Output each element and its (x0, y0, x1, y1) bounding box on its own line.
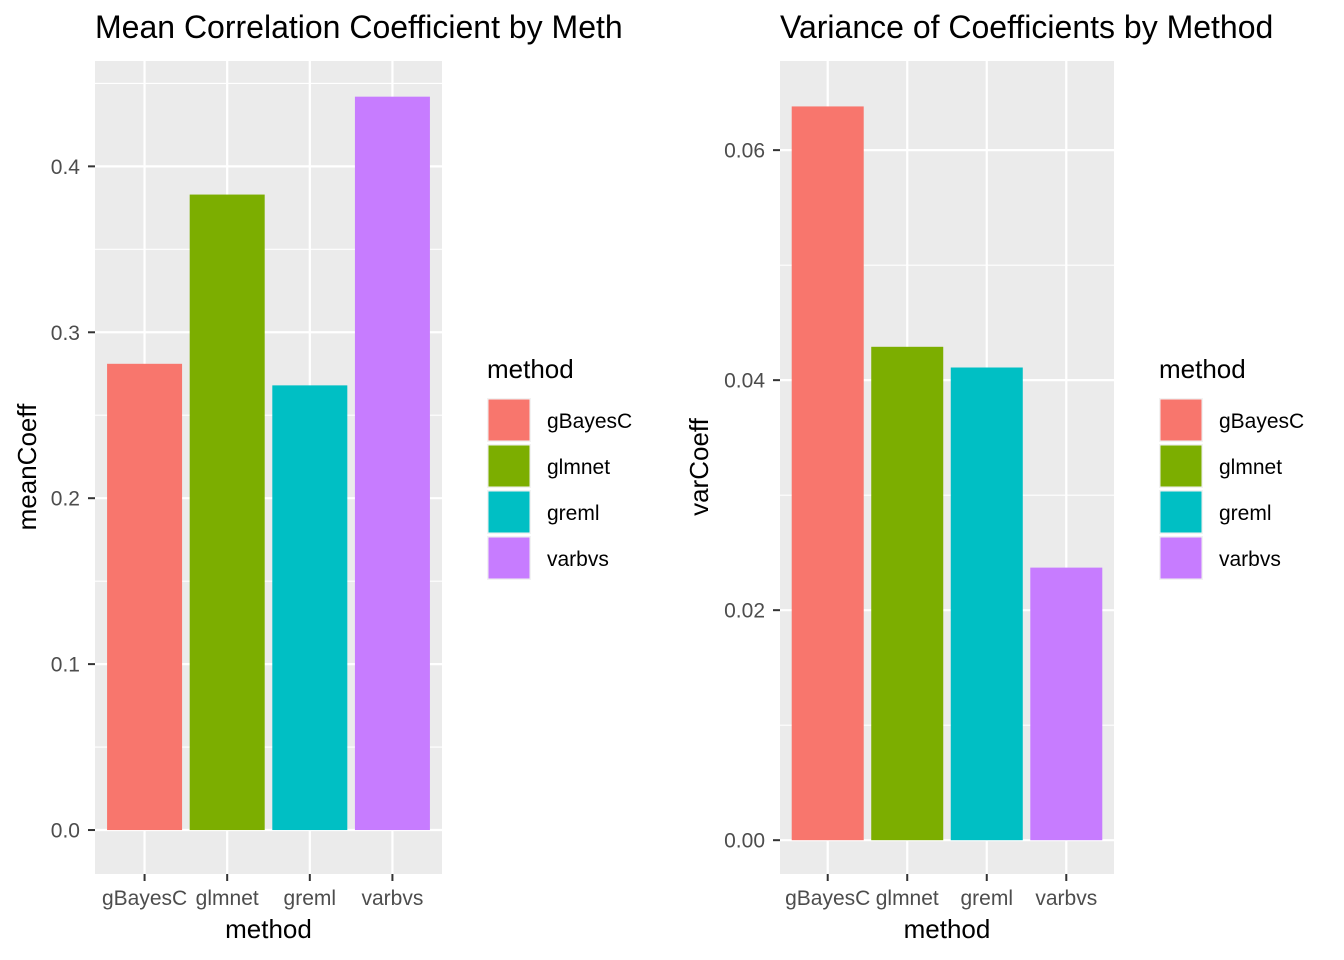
y-tick-label: 0.0 (51, 820, 80, 843)
y-tick-label: 0.02 (724, 600, 765, 623)
x-tick-label: greml (961, 887, 1014, 910)
y-tick-label: 0.2 (51, 488, 80, 511)
bar-greml (272, 385, 348, 831)
legend-title: method (487, 354, 574, 384)
legend-label: glmnet (547, 456, 610, 479)
bar-greml (950, 367, 1023, 841)
x-tick-label: gBayesC (102, 887, 187, 910)
legend-title: method (1159, 354, 1246, 384)
legend-label: gBayesC (547, 410, 632, 433)
y-tick-label: 0.00 (724, 830, 765, 853)
x-tick-label: glmnet (196, 887, 259, 910)
legend-label: greml (1219, 502, 1272, 525)
x-tick-label: greml (284, 887, 337, 910)
legend-swatch-gBayesC (488, 399, 530, 441)
bar-gBayesC (791, 106, 864, 841)
legend-label: glmnet (1219, 456, 1282, 479)
bar-varbvs (1030, 567, 1103, 841)
chart-title: Mean Correlation Coefficient by Meth (95, 9, 623, 45)
chart-panel-2: Variance of Coefficients by Method 0.00 0.… (684, 9, 1304, 944)
legend-label: greml (547, 502, 600, 525)
bar-gBayesC (107, 363, 183, 831)
bar-varbvs (354, 96, 430, 831)
y-tick-label: 0.06 (724, 140, 765, 163)
chart-panel-1: Mean Correlation Coefficient by Meth 0.0 0… (12, 9, 632, 944)
legend-swatch-glmnet (488, 445, 530, 487)
legend-swatch-varbvs (488, 537, 530, 579)
y-tick-label: 0.04 (724, 370, 765, 393)
y-tick-label: 0.3 (51, 322, 80, 345)
legend-label: varbvs (547, 548, 609, 571)
x-tick-label: varbvs (1035, 887, 1097, 910)
x-tick-label: glmnet (876, 887, 939, 910)
legend-label: gBayesC (1219, 410, 1304, 433)
x-tick-label: gBayesC (785, 887, 870, 910)
legend-label: varbvs (1219, 548, 1281, 571)
y-axis-title: varCoeff (684, 417, 714, 516)
bar-glmnet (189, 194, 265, 831)
legend-swatch-greml (488, 491, 530, 533)
y-axis-title: meanCoeff (12, 403, 42, 530)
x-tick-label: varbvs (361, 887, 423, 910)
x-axis-title: method (904, 914, 991, 944)
legend-swatch-glmnet (1160, 445, 1202, 487)
x-axis-title: method (225, 914, 312, 944)
chart-title: Variance of Coefficients by Method (780, 9, 1273, 45)
legend: method gBayesC glmnet greml varbvs (1159, 354, 1304, 580)
y-tick-label: 0.4 (51, 156, 81, 179)
legend: method gBayesC glmnet greml varbvs (487, 354, 632, 580)
bar-glmnet (871, 346, 944, 841)
legend-swatch-varbvs (1160, 537, 1202, 579)
legend-swatch-greml (1160, 491, 1202, 533)
y-tick-label: 0.1 (51, 654, 80, 677)
legend-swatch-gBayesC (1160, 399, 1202, 441)
